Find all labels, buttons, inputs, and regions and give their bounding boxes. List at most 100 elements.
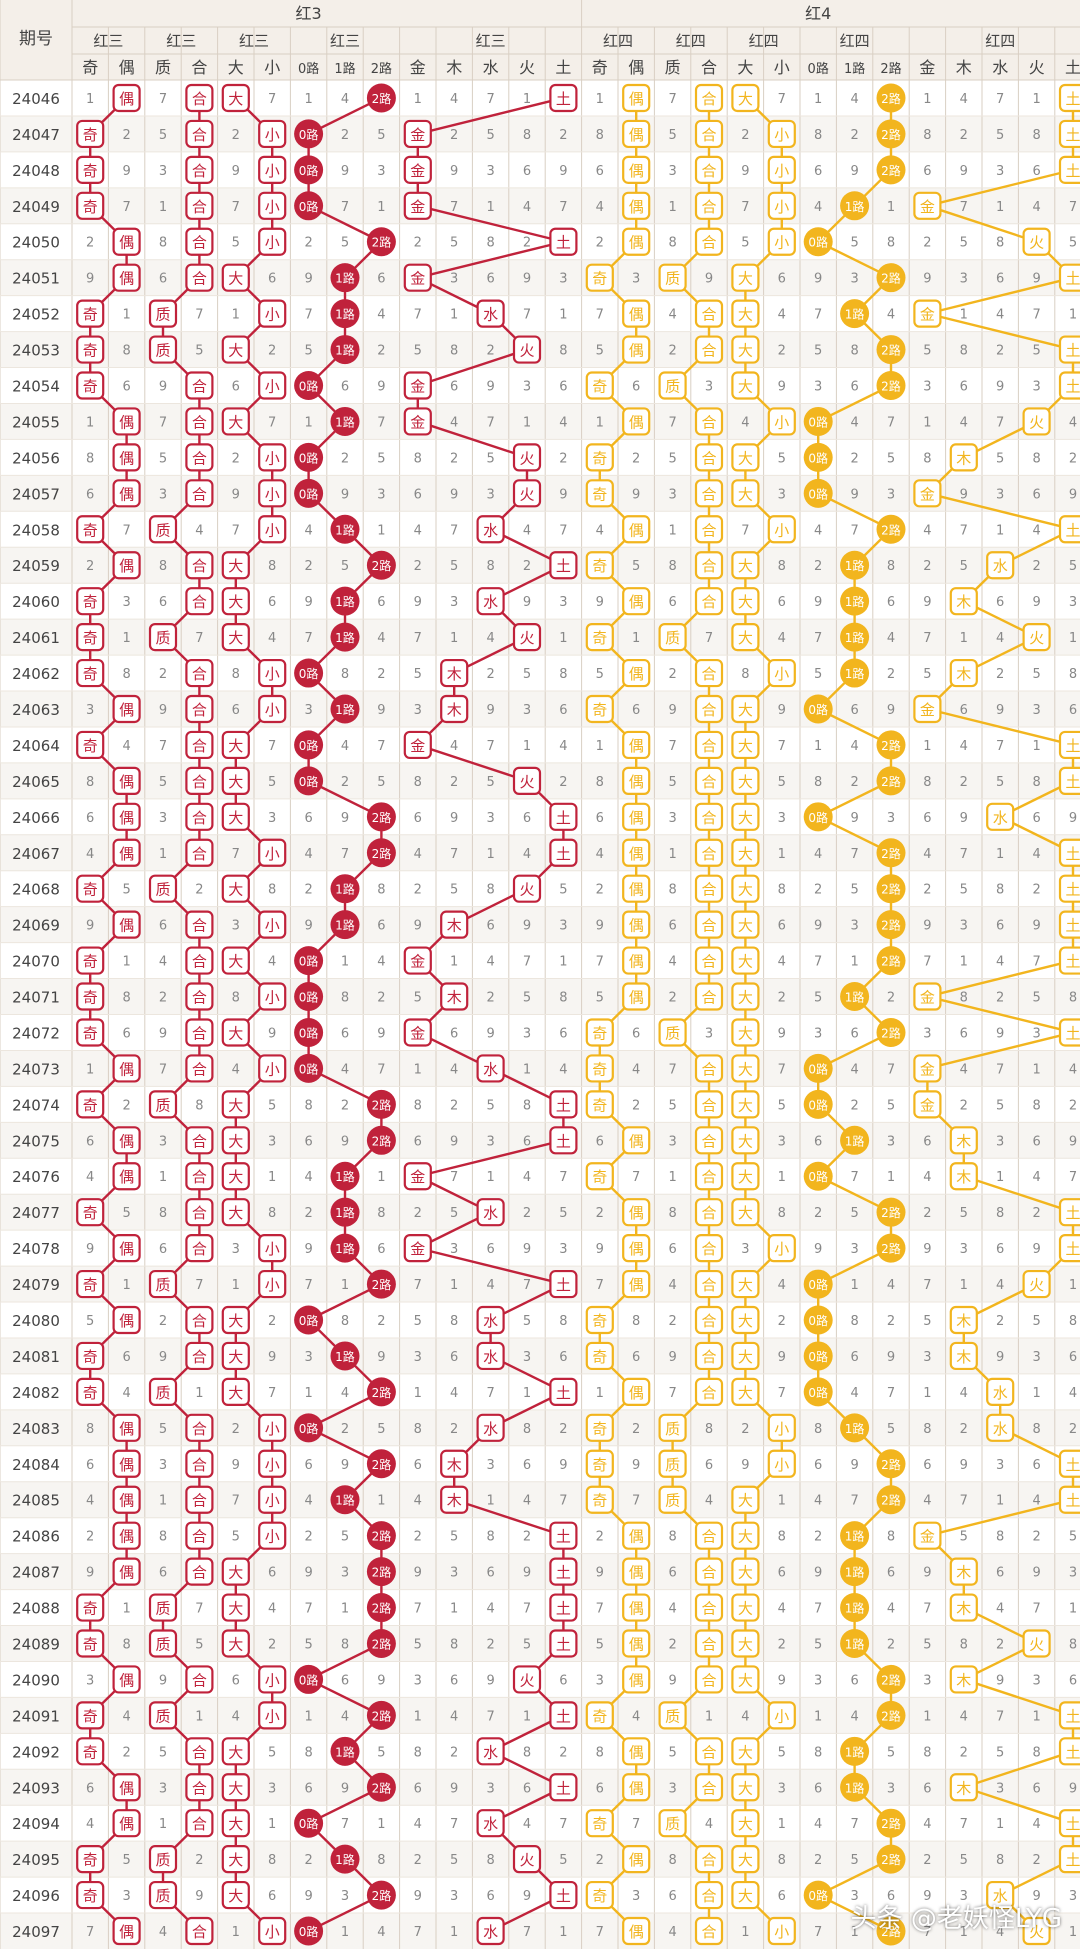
hit-label: 质 xyxy=(665,1492,680,1510)
hit-marker xyxy=(731,1198,760,1227)
miss-count: 7 xyxy=(923,631,931,646)
hit-label: 火 xyxy=(1029,234,1044,252)
hit-marker xyxy=(221,1629,250,1658)
miss-count: 2 xyxy=(596,1530,604,1545)
hit-marker xyxy=(694,1665,724,1694)
trend-line xyxy=(963,1786,1074,1825)
hit-label: 奇 xyxy=(592,1096,607,1114)
hit-marker xyxy=(512,479,542,508)
hit-label: 合 xyxy=(701,342,716,360)
hit-label: 2路 xyxy=(881,1852,901,1867)
miss-count: 5 xyxy=(1032,344,1040,359)
miss-count: 4 xyxy=(778,631,786,646)
miss-count: 9 xyxy=(341,1134,349,1149)
hit-label: 0路 xyxy=(808,1061,828,1076)
hit-marker xyxy=(258,1413,287,1442)
miss-count: 8 xyxy=(923,1422,931,1437)
miss-count: 2 xyxy=(195,883,203,898)
hit-label: 木 xyxy=(447,1492,462,1510)
hit-marker xyxy=(731,694,760,724)
miss-count: 3 xyxy=(923,1026,931,1041)
hit-label: 大 xyxy=(738,917,753,935)
miss-count: 2 xyxy=(559,1745,567,1760)
hit-label: 1路 xyxy=(845,307,865,322)
hit-label: 金 xyxy=(920,198,935,216)
miss-count: 5 xyxy=(377,775,385,790)
hit-marker xyxy=(658,623,687,652)
hit-marker-road xyxy=(840,1521,870,1551)
miss-count: 4 xyxy=(486,631,494,646)
hit-label: 1路 xyxy=(335,630,355,645)
hit-marker xyxy=(549,1593,578,1622)
miss-count: 6 xyxy=(1069,1350,1077,1365)
miss-count: 8 xyxy=(414,1745,422,1760)
hit-label: 奇 xyxy=(83,342,98,360)
trend-line xyxy=(927,1498,1074,1537)
hit-label: 2路 xyxy=(372,810,392,825)
hit-marker xyxy=(731,1018,760,1047)
miss-count: 4 xyxy=(1069,1386,1077,1401)
miss-count: 6 xyxy=(341,1026,349,1041)
miss-count: 9 xyxy=(304,1242,312,1257)
miss-count: 4 xyxy=(486,1602,494,1617)
miss-count: 1 xyxy=(486,1170,494,1185)
hit-label: 2路 xyxy=(881,522,901,537)
hit-marker xyxy=(694,335,724,364)
miss-count: 9 xyxy=(122,164,130,179)
miss-count: 2 xyxy=(778,991,786,1006)
hit-label: 偶 xyxy=(119,1060,134,1078)
miss-count: 2 xyxy=(304,1853,312,1868)
hit-marker xyxy=(76,1269,105,1299)
hit-label: 质 xyxy=(155,1707,170,1725)
hit-label: 合 xyxy=(192,1743,207,1761)
hit-marker xyxy=(622,982,651,1011)
hit-marker xyxy=(622,766,651,795)
hit-label: 土 xyxy=(556,1132,571,1150)
hit-label: 合 xyxy=(701,306,716,324)
miss-count: 6 xyxy=(596,164,604,179)
miss-count: 8 xyxy=(195,1098,203,1113)
miss-count: 3 xyxy=(923,1350,931,1365)
miss-count: 6 xyxy=(159,595,167,610)
period-number: 24097 xyxy=(12,1923,60,1941)
hit-label: 合 xyxy=(701,917,716,935)
miss-count: 6 xyxy=(632,380,640,395)
miss-count: 5 xyxy=(450,236,458,251)
miss-count: 4 xyxy=(596,200,604,215)
hit-marker xyxy=(221,1557,250,1586)
hit-label: 0路 xyxy=(808,1277,828,1292)
miss-count: 8 xyxy=(1032,451,1040,466)
miss-count: 3 xyxy=(960,919,968,934)
hit-label: 大 xyxy=(738,1096,753,1114)
miss-count: 3 xyxy=(523,1350,531,1365)
hit-label: 金 xyxy=(410,162,425,180)
miss-count: 7 xyxy=(232,200,240,215)
col-label: 土 xyxy=(1065,58,1080,77)
hit-marker-road xyxy=(366,1089,396,1119)
hit-marker-road xyxy=(330,1341,360,1371)
hit-label: 水 xyxy=(993,809,1008,827)
miss-count: 7 xyxy=(486,92,494,107)
hit-marker xyxy=(731,443,760,472)
miss-count: 9 xyxy=(523,1566,531,1581)
miss-count: 1 xyxy=(377,523,385,538)
miss-count: 9 xyxy=(814,1242,822,1257)
hit-label: 合 xyxy=(701,1384,716,1402)
hit-label: 奇 xyxy=(592,701,607,719)
hit-marker xyxy=(731,263,760,292)
miss-count: 4 xyxy=(122,739,130,754)
hit-label: 合 xyxy=(701,1348,716,1366)
miss-count: 8 xyxy=(668,883,676,898)
miss-count: 5 xyxy=(559,1206,567,1221)
miss-count: 8 xyxy=(414,451,422,466)
miss-count: 2 xyxy=(304,236,312,251)
miss-count: 8 xyxy=(741,667,749,682)
sub-title: 红四 xyxy=(985,32,1015,50)
miss-count: 2 xyxy=(850,451,858,466)
miss-count: 2 xyxy=(232,1422,240,1437)
hit-marker xyxy=(549,838,578,867)
hit-label: 偶 xyxy=(629,1384,644,1402)
miss-count: 5 xyxy=(341,1530,349,1545)
hit-marker xyxy=(258,1916,287,1946)
hit-label: 火 xyxy=(519,485,534,503)
